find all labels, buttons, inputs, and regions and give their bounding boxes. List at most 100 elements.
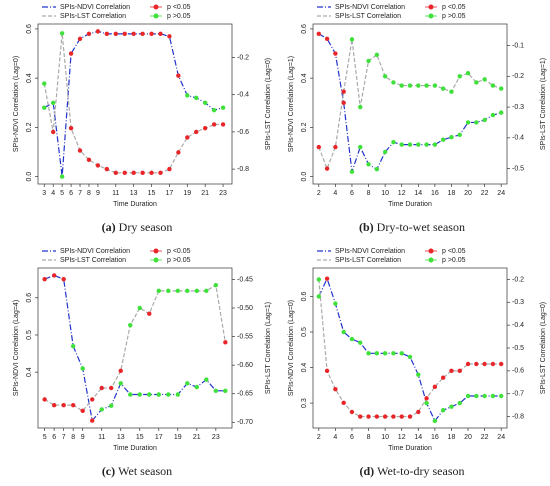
point xyxy=(70,343,76,349)
y2-axis-label: SPIs-LST Correlation (Lag=1) xyxy=(265,302,272,394)
point xyxy=(490,393,496,399)
point xyxy=(185,135,190,140)
point xyxy=(204,377,209,382)
point xyxy=(440,408,446,413)
point xyxy=(407,354,413,360)
x-tick-label: 18 xyxy=(448,190,456,197)
y-tick-label: 0.6 xyxy=(301,24,308,34)
point xyxy=(213,282,219,288)
point xyxy=(399,142,404,147)
x-axis-label: Time Duration xyxy=(388,201,432,208)
legend-label: p <0.05 xyxy=(442,4,466,11)
panel: 5 6 7 8 9 11 13 15 17 19 21 23 0.4 0.5 0.6 -0.45 -0.50 -0… xyxy=(13,248,272,478)
point xyxy=(158,31,163,37)
point xyxy=(465,393,471,399)
point xyxy=(194,95,199,101)
y-tick-label: 0.0 xyxy=(26,172,33,182)
point xyxy=(149,31,154,37)
point xyxy=(474,80,479,85)
point xyxy=(416,83,421,88)
point xyxy=(50,129,56,135)
point xyxy=(391,351,396,356)
point xyxy=(482,393,487,399)
y-tick-label: 0.2 xyxy=(26,122,33,132)
legend-label: p >0.05 xyxy=(167,257,191,264)
point xyxy=(407,414,413,419)
point xyxy=(474,361,479,367)
point xyxy=(349,409,355,415)
point xyxy=(104,166,110,172)
point xyxy=(382,149,388,155)
point xyxy=(440,86,446,91)
point xyxy=(156,288,161,294)
point xyxy=(498,393,504,399)
point xyxy=(424,400,429,406)
point xyxy=(175,392,180,397)
y-tick-label: 0.3 xyxy=(301,398,308,408)
point xyxy=(175,288,180,294)
x-tick-label: 12 xyxy=(398,190,406,197)
caption-label: (d) xyxy=(359,464,374,478)
y-tick-label: 0.5 xyxy=(301,327,308,337)
point xyxy=(68,51,74,56)
point xyxy=(128,392,133,397)
caption-text: Dry-to-wet season xyxy=(377,220,465,234)
point xyxy=(316,294,322,299)
x-tick-label: 15 xyxy=(136,434,144,441)
point xyxy=(147,392,152,397)
x-tick-label: 2 xyxy=(317,190,321,197)
point xyxy=(324,36,330,41)
y-tick-label: 0.2 xyxy=(301,122,308,132)
legend-label: SPIs-LST Correlation xyxy=(60,257,126,264)
point xyxy=(358,104,363,110)
point xyxy=(59,31,65,36)
legend-label: p >0.05 xyxy=(442,13,466,20)
plot-frame xyxy=(312,23,508,185)
y-tick-label: 0.4 xyxy=(301,363,308,373)
y2-tick-label: -0.4 xyxy=(512,135,524,142)
point xyxy=(166,288,171,294)
point xyxy=(213,388,219,393)
y-axis-label: SPIs-NDVI Correlation (Lag=0) xyxy=(288,300,295,396)
point xyxy=(358,144,363,150)
point xyxy=(220,122,226,127)
point xyxy=(349,37,355,42)
x-tick-label: 15 xyxy=(148,190,156,197)
x-tick-label: 16 xyxy=(431,434,439,441)
point xyxy=(122,31,127,37)
point xyxy=(366,351,371,356)
point xyxy=(416,409,421,415)
point xyxy=(80,366,85,371)
point xyxy=(202,125,208,131)
point xyxy=(457,400,462,406)
x-tick-label: 11 xyxy=(98,434,105,441)
y-tick-label: 0.5 xyxy=(26,330,33,340)
x-tick-label: 21 xyxy=(193,434,201,441)
point xyxy=(99,385,104,391)
point xyxy=(374,167,380,172)
point xyxy=(324,368,330,374)
point xyxy=(416,142,421,147)
y2-tick-label: -0.60 xyxy=(237,362,253,369)
y-tick-label: 0.6 xyxy=(26,24,33,34)
y2-tick-label: -0.50 xyxy=(237,305,253,312)
point xyxy=(432,83,438,88)
point xyxy=(128,322,133,328)
point xyxy=(204,288,209,294)
point xyxy=(137,392,142,397)
point xyxy=(80,408,85,414)
x-tick-label: 16 xyxy=(431,190,439,197)
point xyxy=(99,407,104,412)
point xyxy=(42,397,47,402)
point xyxy=(399,414,404,419)
y2-tick-label: -0.2 xyxy=(237,54,249,61)
point xyxy=(407,142,413,147)
point xyxy=(156,392,161,397)
point xyxy=(341,400,346,406)
x-tick-label: 18 xyxy=(448,434,456,441)
x-tick-label: 4 xyxy=(51,190,55,197)
x-axis-label: Time Duration xyxy=(113,445,157,452)
point xyxy=(176,73,181,78)
x-tick-label: 14 xyxy=(414,434,422,441)
point xyxy=(211,122,217,127)
